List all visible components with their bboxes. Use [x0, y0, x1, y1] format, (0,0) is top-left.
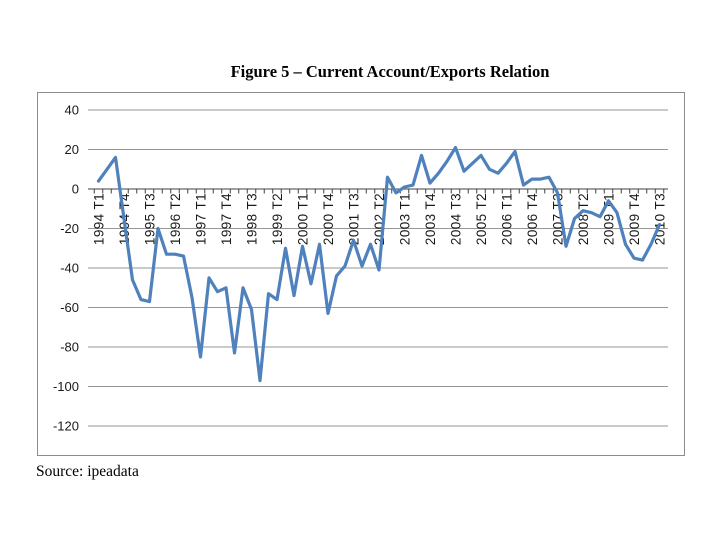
- svg-text:2004 T3: 2004 T3: [449, 193, 464, 245]
- svg-text:1997 T4: 1997 T4: [219, 193, 234, 245]
- chart-area: 40 20 0 -20 -40 -60 -80 -100 -120 1994 T1 1994 T4…: [37, 92, 685, 456]
- svg-text:-120: -120: [53, 419, 79, 434]
- y-axis-labels: 40 20 0 -20 -40 -60 -80 -100 -120: [53, 103, 79, 434]
- x-axis-labels: 1994 T1 1994 T4 1995 T3 1996 T2 1997 T1 1997 …: [92, 193, 668, 245]
- x-axis-tick-marks: [93, 189, 665, 194]
- svg-text:0: 0: [72, 182, 79, 197]
- svg-text:1997 T1: 1997 T1: [194, 193, 209, 245]
- svg-text:20: 20: [65, 142, 79, 157]
- source-caption: Source: ipeadata: [36, 463, 139, 480]
- svg-text:2007 T3: 2007 T3: [551, 193, 566, 245]
- svg-text:2009 T4: 2009 T4: [627, 193, 642, 245]
- svg-text:2000 T4: 2000 T4: [321, 193, 336, 245]
- svg-text:-80: -80: [60, 340, 79, 355]
- svg-text:1996 T2: 1996 T2: [168, 193, 183, 245]
- figure-title: Figure 5 – Current Account/Exports Relat…: [230, 62, 550, 81]
- data-series-line: [96, 145, 662, 383]
- svg-text:2006 T1: 2006 T1: [500, 193, 515, 245]
- svg-text:2001 T3: 2001 T3: [347, 193, 362, 245]
- svg-text:2003 T4: 2003 T4: [423, 193, 438, 245]
- svg-text:-20: -20: [60, 221, 79, 236]
- svg-text:2000 T1: 2000 T1: [296, 193, 311, 245]
- svg-text:2006 T4: 2006 T4: [525, 193, 540, 245]
- svg-text:-40: -40: [60, 261, 79, 276]
- svg-text:1994 T1: 1994 T1: [92, 193, 107, 245]
- svg-text:2003 T1: 2003 T1: [398, 193, 413, 245]
- svg-text:1995 T3: 1995 T3: [143, 193, 158, 245]
- svg-text:1998 T3: 1998 T3: [245, 193, 260, 245]
- svg-text:2005 T2: 2005 T2: [474, 193, 489, 245]
- svg-text:-100: -100: [53, 379, 79, 394]
- svg-text:2008 T2: 2008 T2: [576, 193, 591, 245]
- svg-text:40: 40: [65, 103, 79, 118]
- svg-text:-60: -60: [60, 300, 79, 315]
- svg-text:1999 T2: 1999 T2: [270, 193, 285, 245]
